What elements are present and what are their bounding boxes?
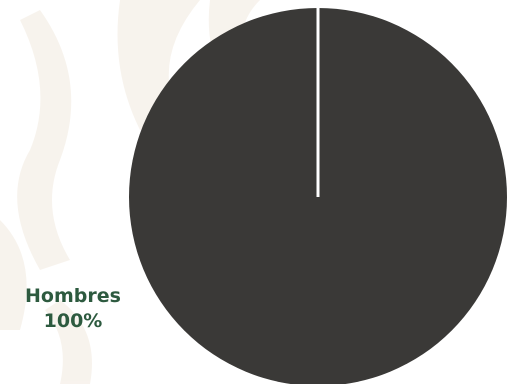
slice-label-hombres: Hombres 100% bbox=[12, 284, 134, 334]
slice-label-name: Hombres bbox=[25, 285, 121, 307]
slice-label-value: 100% bbox=[43, 310, 103, 332]
